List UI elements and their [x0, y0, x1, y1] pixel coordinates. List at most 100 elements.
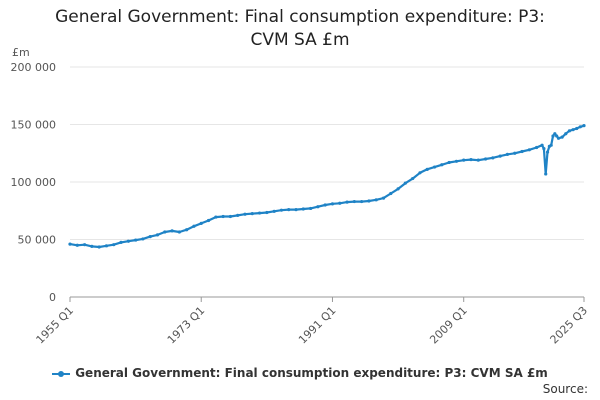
data-point — [527, 148, 531, 152]
legend-series-marker-icon — [52, 369, 71, 379]
x-tick-label: 2009 Q1 — [427, 304, 470, 347]
data-point — [236, 213, 240, 217]
data-point — [560, 135, 564, 139]
data-point — [82, 243, 87, 247]
data-point — [192, 224, 196, 228]
data-point — [440, 163, 444, 167]
data-point — [265, 210, 269, 215]
y-tick-label: 0 — [49, 291, 56, 304]
data-point — [425, 167, 429, 171]
data-point — [513, 151, 517, 155]
data-point — [134, 238, 138, 242]
y-axis-unit-label: £m — [12, 46, 30, 59]
data-point — [505, 152, 510, 156]
data-point — [535, 145, 539, 150]
y-tick-label: 100 000 — [11, 176, 57, 189]
data-point — [483, 157, 488, 161]
data-point — [411, 176, 415, 181]
source-label: Source: — [542, 382, 588, 396]
data-point — [323, 203, 327, 207]
data-point — [540, 143, 544, 147]
data-point — [112, 243, 116, 247]
legend[interactable]: General Government: Final consumption ex… — [0, 366, 600, 380]
data-point — [294, 208, 298, 212]
data-point — [498, 154, 502, 158]
data-point — [345, 200, 349, 204]
data-point — [352, 199, 356, 204]
data-point — [199, 221, 203, 225]
data-point — [462, 158, 466, 162]
data-point — [308, 206, 313, 211]
data-point — [75, 243, 79, 247]
series-line — [68, 124, 586, 249]
chart-title-line-2: CVM SA £m — [250, 30, 350, 50]
data-point — [447, 160, 451, 165]
chart-title-line-1: General Government: Final consumption ex… — [55, 7, 545, 27]
data-point — [228, 214, 232, 219]
data-point — [221, 214, 225, 219]
y-tick-label: 150 000 — [11, 119, 57, 132]
data-point — [374, 198, 378, 202]
data-point — [250, 212, 254, 216]
data-point — [582, 124, 586, 128]
data-point — [575, 126, 579, 131]
data-point — [272, 209, 276, 213]
data-point — [556, 136, 561, 140]
y-tick-label: 200 000 — [11, 61, 57, 74]
data-point — [432, 165, 437, 169]
data-point — [403, 181, 407, 185]
y-tick-label: 50 000 — [18, 234, 57, 247]
data-point — [396, 187, 400, 191]
data-point — [571, 128, 575, 132]
x-tick-label: 1991 Q1 — [296, 304, 339, 347]
data-point — [542, 147, 546, 151]
data-point — [287, 208, 291, 212]
data-point — [97, 245, 101, 249]
data-point — [491, 156, 495, 160]
data-point — [119, 240, 123, 244]
data-point — [301, 207, 305, 211]
data-point — [367, 199, 371, 203]
data-point — [476, 158, 480, 162]
data-point — [551, 134, 555, 138]
data-point — [330, 202, 335, 206]
x-tick-label: 1973 Q1 — [165, 304, 208, 347]
data-point — [104, 244, 109, 248]
data-point — [90, 244, 94, 248]
data-point — [381, 196, 386, 200]
chart-title: General Government: Final consumption ex… — [0, 6, 600, 52]
data-point — [545, 150, 550, 154]
data-point — [553, 132, 557, 136]
data-point — [163, 230, 167, 234]
data-point — [141, 237, 145, 241]
data-point — [126, 239, 130, 243]
data-point — [206, 218, 211, 223]
data-point — [567, 129, 572, 133]
data-point — [155, 233, 160, 237]
data-point — [257, 211, 262, 215]
data-point — [549, 143, 553, 147]
data-point — [185, 228, 189, 232]
data-point — [170, 229, 174, 233]
data-point — [469, 157, 473, 162]
data-point — [555, 134, 559, 138]
legend-series-label: General Government: Final consumption ex… — [75, 366, 548, 380]
data-point — [564, 132, 568, 136]
data-point — [316, 205, 320, 209]
data-point — [338, 201, 342, 205]
data-point — [389, 191, 393, 196]
data-point — [520, 149, 524, 154]
data-point — [214, 215, 218, 219]
data-point — [177, 230, 181, 234]
data-point — [544, 172, 548, 176]
data-point — [68, 242, 72, 246]
data-point — [578, 125, 582, 129]
data-point — [454, 159, 459, 163]
data-point — [148, 235, 152, 239]
x-tick-label: 1955 Q1 — [34, 304, 77, 347]
data-point — [243, 212, 247, 216]
data-point — [279, 208, 284, 212]
x-tick-label: 2025 Q3 — [548, 304, 591, 347]
data-point — [418, 171, 422, 175]
